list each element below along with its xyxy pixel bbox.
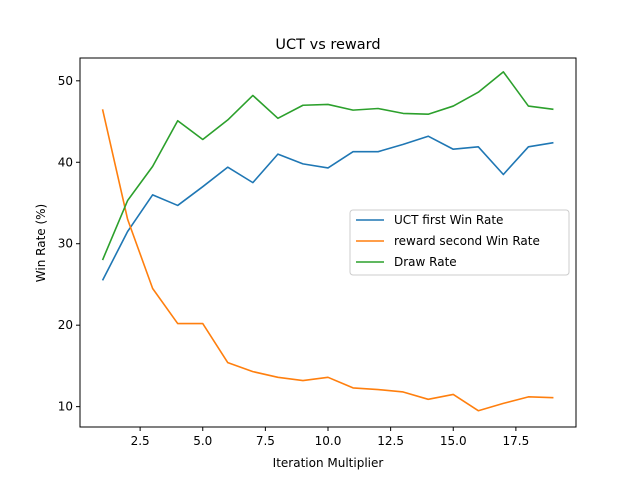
x-tick-label: 15.0 <box>440 434 467 448</box>
y-tick-label: 30 <box>58 237 73 251</box>
y-tick-label: 40 <box>58 155 73 169</box>
chart-title: UCT vs reward <box>275 37 380 53</box>
x-tick-label: 10.0 <box>315 434 342 448</box>
legend-label-draw-rate: Draw Rate <box>394 255 457 269</box>
x-tick-label: 2.5 <box>131 434 150 448</box>
y-tick-label: 20 <box>58 318 73 332</box>
x-tick-label: 5.0 <box>193 434 212 448</box>
series-lines <box>101 71 554 412</box>
y-tick-label: 10 <box>58 400 73 414</box>
x-tick-label: 17.5 <box>503 434 530 448</box>
x-axis-label: Iteration Multiplier <box>273 456 384 470</box>
series-line-uct-first-win-rate <box>101 135 554 281</box>
x-axis-ticks: 2.5 5.0 7.5 10.0 12.5 15.0 17.5 <box>131 427 530 448</box>
legend-box <box>349 209 570 276</box>
plot-frame <box>79 57 577 428</box>
series-line-reward-second-win-rate <box>101 109 554 412</box>
y-tick-label: 50 <box>58 74 73 88</box>
x-tick-label: 12.5 <box>377 434 404 448</box>
series-line-draw-rate <box>101 71 554 261</box>
y-axis-ticks: 10 20 30 40 50 <box>58 74 80 414</box>
x-tick-label: 7.5 <box>256 434 275 448</box>
legend: UCT first Win Rate reward second Win Rate… <box>349 209 570 276</box>
legend-label-reward-second-win-rate: reward second Win Rate <box>394 234 540 248</box>
y-axis-label: Win Rate (%) <box>34 204 48 282</box>
legend-label-uct-first-win-rate: UCT first Win Rate <box>394 213 503 227</box>
